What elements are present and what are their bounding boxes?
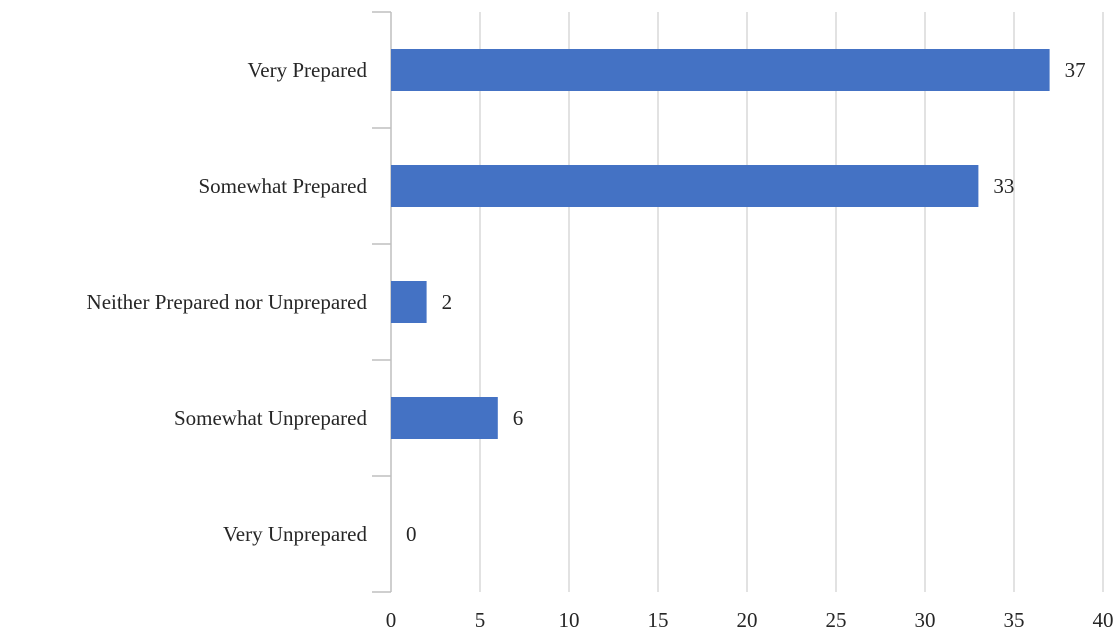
data-label-3: 6 [513, 406, 524, 430]
bars [391, 49, 1050, 439]
x-tick-label-0: 0 [386, 608, 397, 632]
x-tick-label-5: 5 [475, 608, 486, 632]
x-tick-labels: 0 5 10 15 20 25 30 35 40 [386, 608, 1114, 632]
category-axis [372, 11, 392, 593]
category-label-0: Very Prepared [247, 58, 367, 82]
category-labels: Very Prepared Somewhat Prepared Neither Pr… [87, 58, 368, 546]
bar-2 [391, 281, 427, 323]
x-tick-label-20: 20 [737, 608, 758, 632]
category-label-3: Somewhat Unprepared [174, 406, 368, 430]
data-label-4: 0 [406, 522, 417, 546]
x-tick-label-35: 35 [1004, 608, 1025, 632]
gridlines [479, 12, 1104, 592]
x-tick-label-10: 10 [559, 608, 580, 632]
x-tick-label-30: 30 [915, 608, 936, 632]
data-labels: 37 33 2 6 0 [406, 58, 1086, 546]
category-label-2: Neither Prepared nor Unprepared [87, 290, 368, 314]
x-tick-label-15: 15 [648, 608, 669, 632]
bar-1 [391, 165, 979, 207]
category-label-1: Somewhat Prepared [198, 174, 367, 198]
x-tick-label-25: 25 [826, 608, 847, 632]
data-label-0: 37 [1065, 58, 1086, 82]
bar-3 [391, 397, 498, 439]
data-label-1: 33 [993, 174, 1014, 198]
bar-0 [391, 49, 1050, 91]
category-label-4: Very Unprepared [223, 522, 368, 546]
x-tick-label-40: 40 [1093, 608, 1114, 632]
data-label-2: 2 [442, 290, 453, 314]
